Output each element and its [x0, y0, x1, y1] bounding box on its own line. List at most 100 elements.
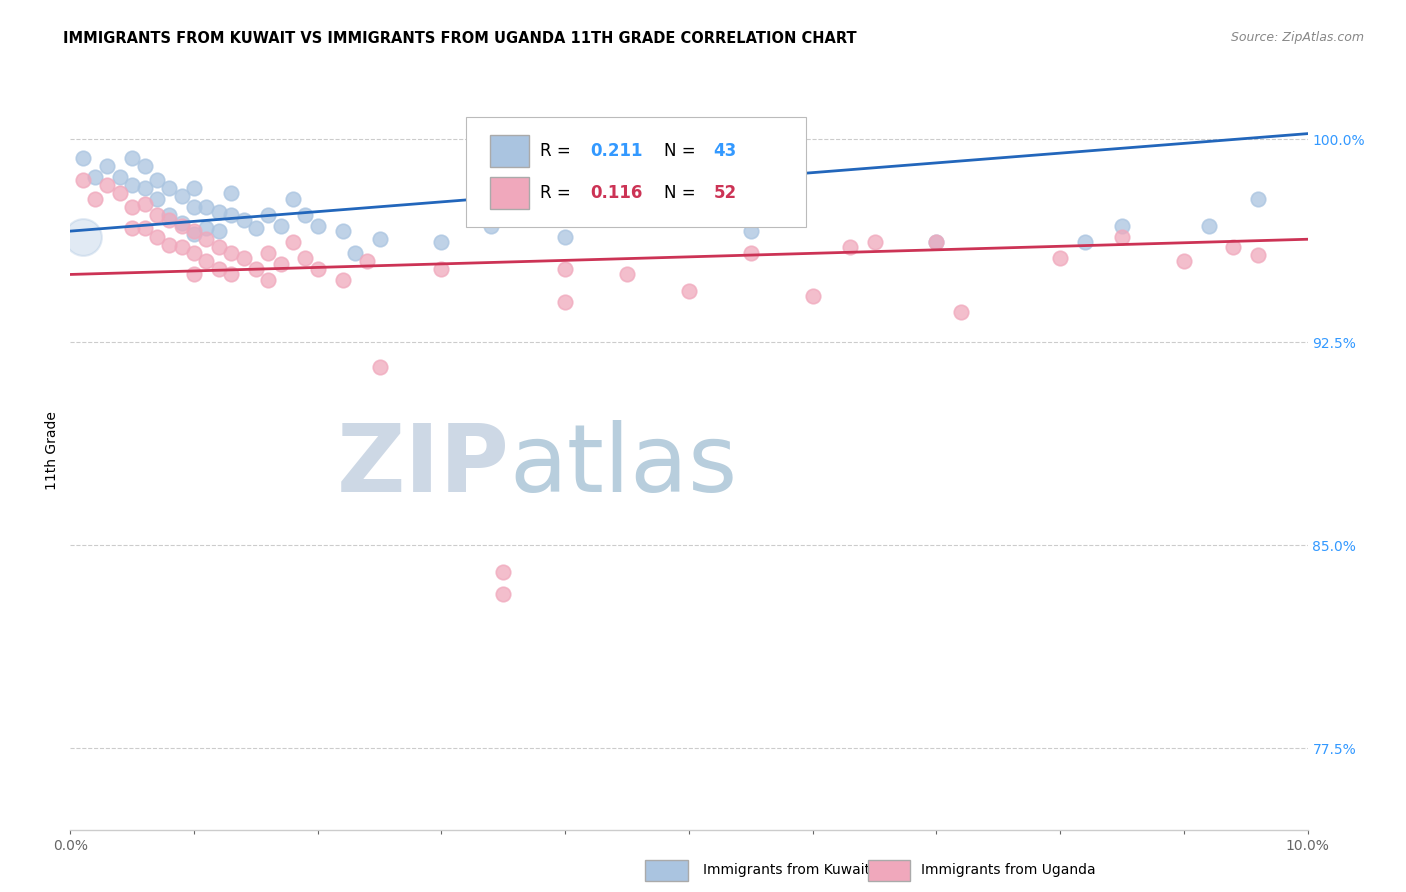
Point	[492, 566, 515, 580]
Point	[208, 240, 231, 254]
Point	[1222, 240, 1244, 254]
Text: N =: N =	[664, 184, 702, 202]
Point	[332, 273, 354, 287]
Point	[72, 229, 94, 244]
Point	[332, 224, 354, 238]
Point	[183, 181, 205, 195]
Text: Immigrants from Kuwait: Immigrants from Kuwait	[703, 863, 870, 877]
Point	[96, 178, 118, 192]
Point	[134, 159, 156, 173]
Point	[195, 221, 218, 235]
Point	[219, 208, 242, 222]
Point	[108, 186, 131, 201]
Point	[208, 224, 231, 238]
Point	[72, 172, 94, 186]
Point	[554, 229, 576, 244]
Point	[1111, 229, 1133, 244]
Point	[294, 251, 316, 265]
Point	[356, 253, 378, 268]
Point	[281, 235, 304, 249]
Point	[245, 262, 267, 277]
Point	[157, 213, 180, 227]
Point	[183, 227, 205, 241]
Text: N =: N =	[664, 142, 702, 160]
Y-axis label: 11th Grade: 11th Grade	[45, 411, 59, 490]
Point	[157, 181, 180, 195]
Point	[652, 208, 675, 222]
Point	[219, 245, 242, 260]
Text: 52: 52	[714, 184, 737, 202]
Point	[134, 181, 156, 195]
Point	[307, 219, 329, 233]
Point	[183, 200, 205, 214]
Point	[195, 253, 218, 268]
Point	[740, 245, 762, 260]
Point	[170, 219, 193, 233]
Point	[343, 245, 366, 260]
Point	[479, 219, 502, 233]
Point	[1074, 235, 1097, 249]
Point	[157, 208, 180, 222]
Point	[368, 232, 391, 246]
FancyBboxPatch shape	[489, 135, 529, 167]
Point	[863, 235, 886, 249]
Text: 43: 43	[714, 142, 737, 160]
Point	[430, 262, 453, 277]
Point	[183, 224, 205, 238]
Point	[368, 359, 391, 374]
Point	[257, 273, 280, 287]
Point	[1198, 219, 1220, 233]
Text: 0.211: 0.211	[591, 142, 643, 160]
Point	[146, 172, 169, 186]
Point	[257, 245, 280, 260]
Point	[146, 192, 169, 206]
Text: Source: ZipAtlas.com: Source: ZipAtlas.com	[1230, 31, 1364, 45]
Point	[740, 224, 762, 238]
Point	[270, 219, 292, 233]
Point	[134, 197, 156, 211]
Point	[950, 305, 973, 319]
Text: R =: R =	[540, 142, 576, 160]
Point	[1173, 253, 1195, 268]
FancyBboxPatch shape	[489, 177, 529, 209]
Point	[925, 235, 948, 249]
Text: ZIP: ZIP	[336, 419, 509, 512]
Point	[281, 192, 304, 206]
Point	[208, 262, 231, 277]
Point	[195, 232, 218, 246]
Point	[72, 151, 94, 165]
Text: R =: R =	[540, 184, 576, 202]
Point	[134, 221, 156, 235]
Point	[838, 240, 860, 254]
Point	[1111, 219, 1133, 233]
Point	[245, 221, 267, 235]
Point	[616, 268, 638, 282]
Point	[121, 221, 143, 235]
Point	[170, 189, 193, 203]
Point	[801, 289, 824, 303]
Point	[170, 216, 193, 230]
Point	[121, 200, 143, 214]
Point	[1049, 251, 1071, 265]
Point	[430, 235, 453, 249]
Point	[307, 262, 329, 277]
Point	[195, 200, 218, 214]
Point	[146, 229, 169, 244]
Point	[121, 151, 143, 165]
FancyBboxPatch shape	[467, 117, 807, 227]
Point	[270, 257, 292, 271]
Point	[554, 262, 576, 277]
Point	[183, 268, 205, 282]
Point	[183, 245, 205, 260]
Point	[492, 587, 515, 601]
Point	[1247, 248, 1270, 262]
Point	[108, 169, 131, 184]
Point	[170, 240, 193, 254]
Point	[232, 213, 254, 227]
Text: Immigrants from Uganda: Immigrants from Uganda	[921, 863, 1095, 877]
Point	[232, 251, 254, 265]
Point	[121, 178, 143, 192]
Point	[219, 268, 242, 282]
Point	[96, 159, 118, 173]
Point	[219, 186, 242, 201]
